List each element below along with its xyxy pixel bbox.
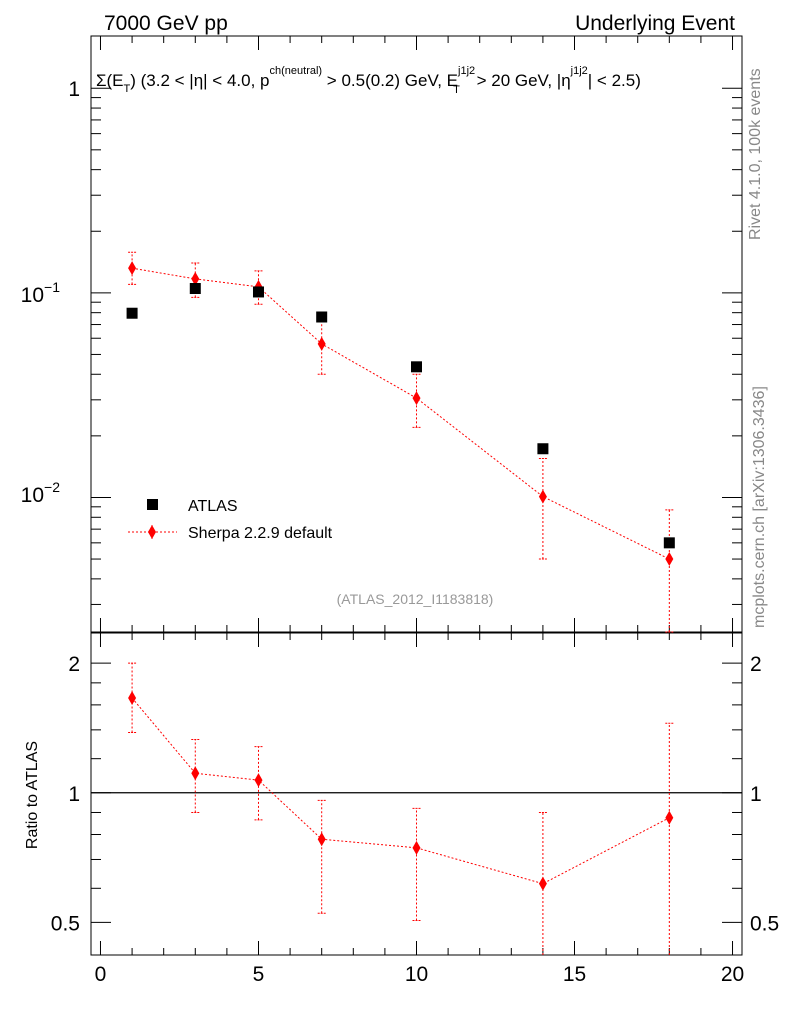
ratio-axis-ticks: [91, 633, 742, 955]
legend-atlas-label: ATLAS: [188, 498, 238, 515]
ratio-sherpa-point: [538, 876, 547, 891]
ratio-sherpa-point: [317, 832, 326, 847]
legend: ATLAS Sherpa 2.2.9 default: [128, 498, 333, 542]
header-left-label: 7000 GeV pp: [104, 12, 228, 35]
sherpa-point: [538, 489, 547, 504]
x-tick-label: 20: [721, 963, 744, 986]
main-atlas-series: [126, 283, 675, 549]
ratio-sherpa-line: [131, 697, 670, 885]
main-ytick-label-1: 1: [68, 78, 80, 101]
sherpa-point: [191, 271, 200, 286]
x-tick-label: 5: [253, 963, 265, 986]
sherpa-point: [128, 261, 137, 276]
ratio-sherpa-point: [412, 840, 421, 855]
atlas-point: [663, 537, 675, 549]
atlas-point: [189, 283, 201, 295]
x-tick-labels: 0 5 10 15 20: [95, 963, 745, 986]
ratio-ytick-label-right: 0.5: [750, 912, 779, 935]
ratio-ytick-label-left: 0.5: [51, 912, 80, 935]
main-axis-ticks: [91, 36, 742, 632]
ratio-sherpa-point: [128, 691, 137, 706]
main-panel-frame: [90, 35, 743, 633]
legend-atlas-marker: [147, 499, 158, 510]
sherpa-line: [131, 267, 670, 560]
ratio-tick-labels: 2 2 1 1 0.5 0.5: [51, 653, 779, 935]
mcplots-source-label: mcplots.cern.ch [arXiv:1306.3436]: [751, 386, 768, 628]
atlas-point: [126, 307, 138, 319]
ratio-ylabel: Ratio to ATLAS: [24, 741, 41, 849]
ratio-ytick-label-left: 2: [68, 653, 80, 676]
ratio-ytick-label-right: 2: [750, 653, 762, 676]
ratio-ytick-label-right: 1: [750, 783, 762, 806]
ratio-sherpa-point: [665, 810, 674, 825]
ratio-ytick-label-left: 1: [68, 783, 80, 806]
main-sherpa-series: [128, 251, 674, 633]
legend-sherpa-label: Sherpa 2.2.9 default: [188, 525, 333, 542]
sherpa-point: [412, 391, 421, 406]
x-tick-label: 0: [95, 963, 107, 986]
header-right-label: Underlying Event: [575, 12, 735, 35]
atlas-point: [537, 443, 549, 455]
x-tick-label: 15: [563, 963, 586, 986]
main-panel-title: Σ(ET) (3.2 < |η| < 4.0, pch(neutral) > 0…: [96, 65, 641, 96]
analysis-watermark: (ATLAS_2012_I1183818): [337, 591, 494, 607]
atlas-point: [316, 311, 328, 323]
ratio-sherpa-point: [254, 773, 263, 788]
ratio-sherpa-point: [191, 766, 200, 781]
atlas-point: [252, 286, 264, 298]
x-tick-label: 10: [405, 963, 428, 986]
sherpa-point: [317, 336, 326, 351]
legend-sherpa-marker: [148, 525, 156, 539]
rivet-version-label: Rivet 4.1.0, 100k events: [747, 68, 764, 240]
atlas-point: [411, 361, 422, 373]
ratio-sherpa-series: [128, 662, 674, 955]
sherpa-point: [665, 552, 674, 567]
main-ytick-label-0.01: 10−2: [21, 479, 61, 507]
main-ytick-label-0.1: 10−1: [21, 279, 61, 307]
